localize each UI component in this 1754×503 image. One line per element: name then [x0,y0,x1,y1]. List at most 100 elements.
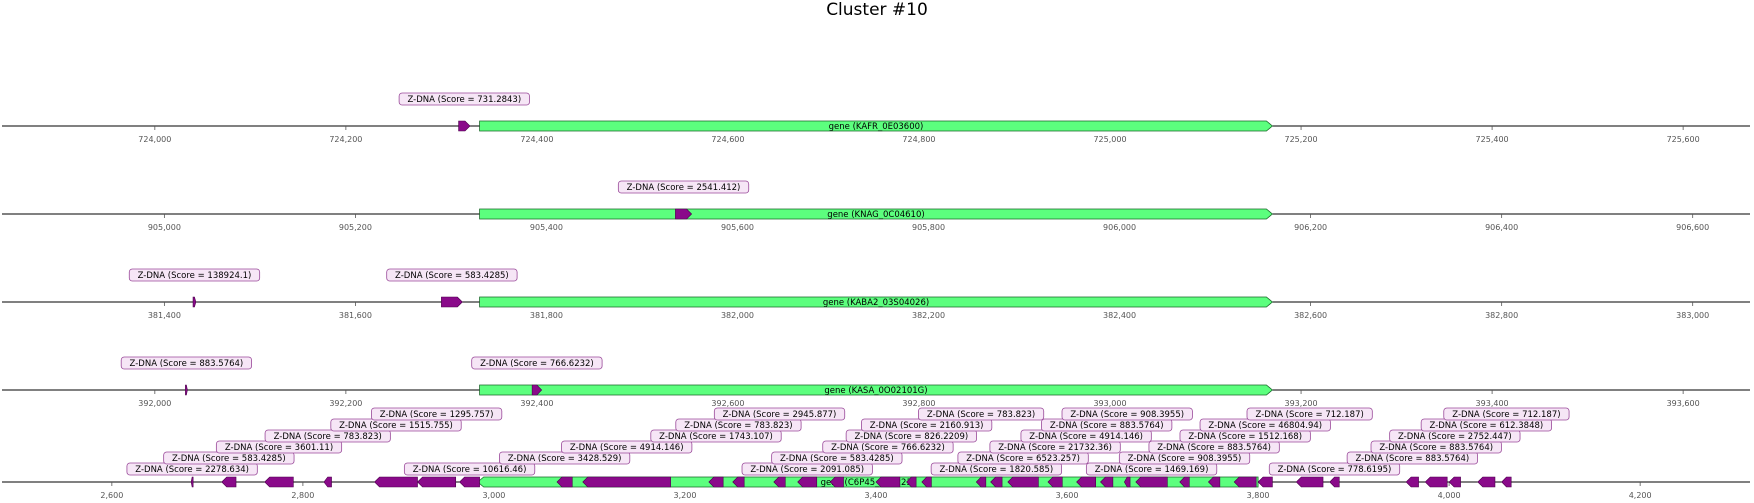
tick-label: 3,000 [482,491,505,500]
zdna-annotation-box [617,180,750,194]
zdna-annotation-box [398,92,530,106]
gene-label: gene (KABA2_03S04026) [823,298,929,308]
zdna-feature [1076,476,1096,488]
tick-label: 2,800 [291,491,314,500]
zdna-annotation-box [1061,407,1193,421]
tick-label: 724,200 [329,135,362,144]
zdna-annotation-label: Z-DNA (Score = 3428.529) [508,454,622,464]
tick-label: 725,000 [1093,135,1126,144]
zdna-annotation-label: Z-DNA (Score = 21732.36) [998,443,1112,453]
zdna-feature [185,384,188,396]
track: 392,000 392,200 392,400 392,600 392,800 393,0… [2,356,1750,408]
zdna-annotation-box [561,440,693,454]
tick-label: 393,600 [1667,399,1700,408]
tick-label: 906,400 [1485,223,1518,232]
zdna-annotation-label: Z-DNA (Score = 1743.107) [659,432,773,442]
zdna-annotation-label: Z-DNA (Score = 731.2843) [407,95,521,105]
tick-label: 724,400 [520,135,553,144]
zdna-annotation-label: Z-DNA (Score = 1820.585) [940,465,1054,475]
tick-label: 725,200 [1285,135,1318,144]
track: 724,000 724,200 724,400 724,600 724,800 725,0… [2,92,1750,144]
zdna-feature [1100,476,1114,488]
zdna-feature [417,476,457,488]
zdna-annotation-box [264,429,391,443]
zdna-feature [1448,476,1461,488]
zdna-annotation-box [1268,462,1401,476]
tick-label: 3,600 [1056,491,1079,500]
zdna-feature [582,476,671,488]
zdna-annotation-box [120,356,252,370]
zdna-annotation-box [403,462,536,476]
tick-label: 3,800 [1247,491,1270,500]
zdna-annotation-label: Z-DNA (Score = 883.5764) [1050,421,1164,431]
zdna-feature [1405,476,1419,488]
tick-label: 4,000 [1438,491,1461,500]
zdna-feature [221,476,237,488]
zdna-annotation-label: Z-DNA (Score = 778.6195) [1278,465,1392,475]
tick-label: 905,000 [148,223,181,232]
tick-label: 392,000 [138,399,171,408]
tick-label: 724,600 [711,135,744,144]
zdna-feature [990,476,1003,488]
track: 905,000 905,200 905,400 905,600 905,800 906,0… [2,180,1750,232]
zdna-annotation-label: Z-DNA (Score = 883.5764) [1157,443,1271,453]
tick-label: 905,200 [339,223,372,232]
zdna-feature [264,476,294,488]
zdna-annotation-box [128,268,261,282]
tick-label: 382,600 [1294,311,1327,320]
zdna-annotation-label: Z-DNA (Score = 138924.1) [138,271,252,281]
zdna-feature [1135,476,1168,488]
zdna-annotation-label: Z-DNA (Score = 783.823) [274,432,382,442]
zdna-annotation-label: Z-DNA (Score = 2091.085) [750,465,864,475]
zdna-feature [875,476,901,488]
tick-label: 724,000 [138,135,171,144]
zdna-annotation-label: Z-DNA (Score = 583.4285) [780,454,894,464]
zdna-annotation-label: Z-DNA (Score = 1512.168) [1188,432,1302,442]
zdna-feature [458,120,471,132]
zdna-annotation-label: Z-DNA (Score = 583.4285) [395,271,509,281]
zdna-annotation-label: Z-DNA (Score = 883.5764) [1355,454,1469,464]
tick-label: 382,200 [912,311,945,320]
tick-label: 906,200 [1294,223,1327,232]
zdna-annotation-label: Z-DNA (Score = 1515.755) [339,421,453,431]
zdna-feature [797,476,818,488]
zdna-annotation-label: Z-DNA (Score = 826.2209) [854,432,968,442]
tick-label: 392,800 [902,399,935,408]
zdna-annotation-label: Z-DNA (Score = 583.4285) [172,454,286,464]
zdna-feature [1233,476,1257,488]
zdna-annotation-label: Z-DNA (Score = 766.6232) [831,443,945,453]
zdna-annotation-label: Z-DNA (Score = 2752.447) [1398,432,1512,442]
zdna-annotation-box [1246,407,1373,421]
zdna-feature [1501,476,1512,488]
gene-label: gene (KASA_0O02101G) [824,386,927,396]
zdna-annotation-label: Z-DNA (Score = 766.6232) [480,359,594,369]
zdna-feature [1007,476,1039,488]
track: 2,600 2,800 3,000 3,200 3,400 3,600 3,800 4,000… [2,407,1750,500]
zdna-feature [1179,476,1190,488]
zdna-feature [708,476,724,488]
zdna-annotation-label: Z-DNA (Score = 883.5764) [1379,443,1493,453]
zdna-feature [374,476,418,488]
zdna-annotation-label: Z-DNA (Score = 46804.94) [1208,421,1322,431]
tick-label: 4,200 [1629,491,1652,500]
zdna-feature [773,476,786,488]
tick-label: 3,200 [674,491,697,500]
zdna-feature [921,476,932,488]
zdna-annotation-label: Z-DNA (Score = 612.3848) [1430,421,1544,431]
zdna-feature [1329,476,1340,488]
zdna-feature [1257,476,1273,488]
zdna-annotation-label: Z-DNA (Score = 712.187) [1452,410,1560,420]
zdna-annotation-box [918,407,1045,421]
gene-feature [479,384,1274,396]
tick-label: 725,600 [1667,135,1700,144]
zdna-feature [975,476,987,488]
zdna-annotation-box [371,407,503,421]
tick-label: 905,400 [530,223,563,232]
zdna-feature [531,384,543,396]
zdna-feature [1477,476,1496,488]
zdna-feature [1047,476,1063,488]
tick-label: 392,600 [711,399,744,408]
gene-feature [479,120,1274,132]
zdna-feature [1124,476,1131,488]
tick-label: 906,600 [1676,223,1709,232]
